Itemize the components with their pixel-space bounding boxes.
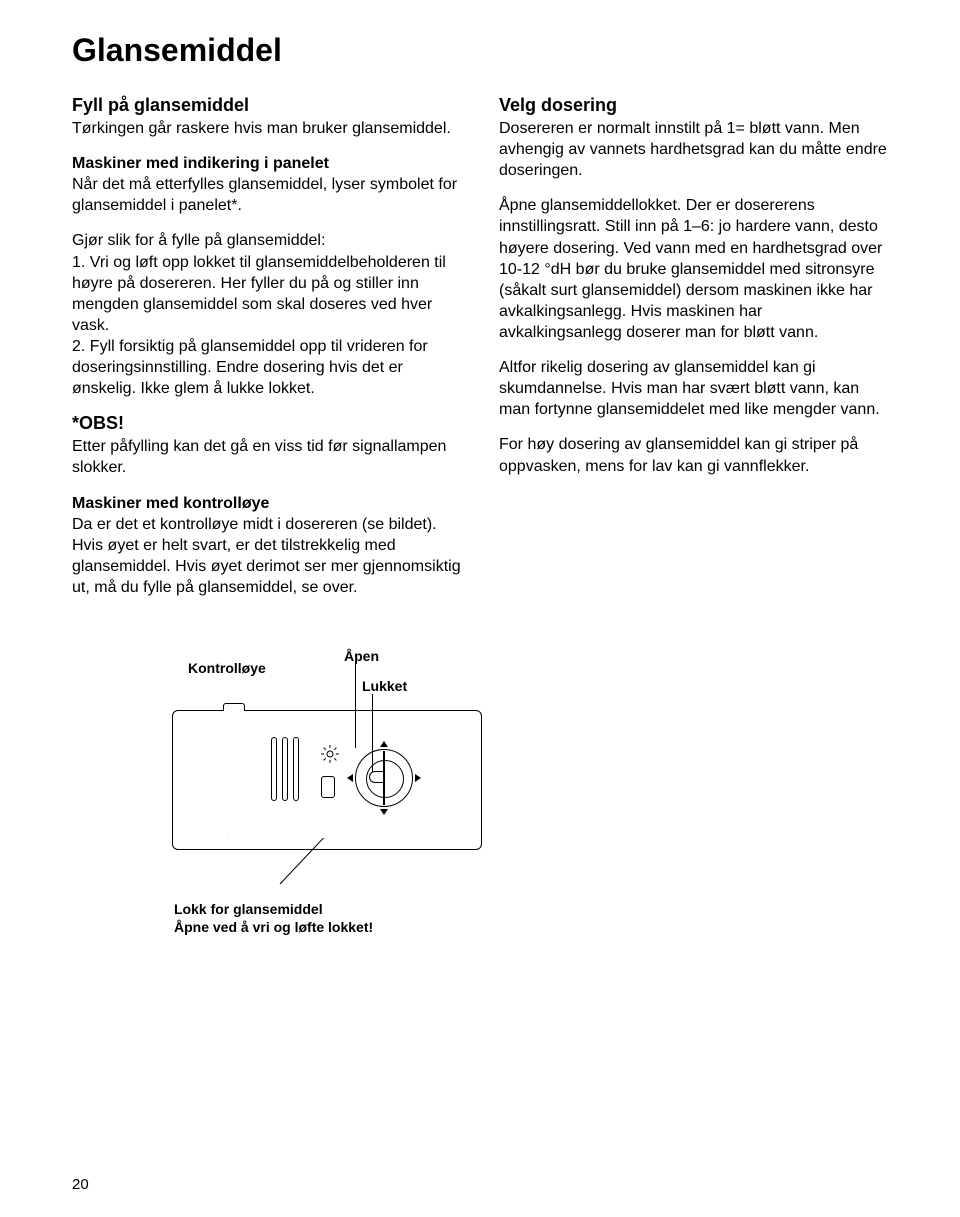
label-lukket: Lukket: [362, 678, 407, 694]
para: Da er det et kontrolløye midt i doserere…: [72, 516, 461, 596]
label-kontroll: Kontrolløye: [188, 660, 266, 676]
slot: [271, 737, 277, 801]
para: Når det må etterfylles glansemiddel, lys…: [72, 176, 457, 214]
arrow-icon: [415, 774, 421, 782]
para: Åpne glansemiddellokket. Der er doserere…: [499, 195, 888, 343]
indicator-eye: [321, 745, 339, 798]
top-tab: [223, 703, 245, 711]
obs-heading: *OBS!: [72, 413, 461, 434]
eye-window: [321, 776, 335, 798]
caption-line1: Lokk for glansemiddel: [174, 900, 888, 918]
heading-velg: Velg dosering: [499, 95, 888, 116]
lead-lines: [172, 838, 482, 898]
left-column: Fyll på glansemiddel Tørkingen går raske…: [72, 95, 461, 612]
heading-fyll: Fyll på glansemiddel: [72, 95, 461, 116]
para: Gjør slik for å fylle på glansemiddel:: [72, 230, 461, 251]
dial-handle: [369, 771, 383, 783]
heading-kontroll: Maskiner med kontrolløye: [72, 495, 269, 512]
arrow-icon: [347, 774, 353, 782]
heading-indikering: Maskiner med indikering i panelet: [72, 155, 329, 172]
slot: [282, 737, 288, 801]
page-title: Glansemiddel: [72, 32, 888, 69]
soap-slots: [271, 737, 299, 801]
caption-line2: Åpne ved å vri og løfte lokket!: [174, 918, 888, 936]
para: Tørkingen går raskere hvis man bruker gl…: [72, 118, 461, 139]
label-apen: Åpen: [344, 648, 379, 664]
para: For høy dosering av glansemiddel kan gi …: [499, 434, 888, 476]
dial-pointer: [383, 751, 385, 805]
slot: [293, 737, 299, 801]
sun-icon: [321, 745, 339, 763]
right-column: Velg dosering Dosereren er normalt innst…: [499, 95, 888, 612]
dispenser-body: [172, 710, 482, 850]
para: 2. Fyll forsiktig på glansemiddel opp ti…: [72, 336, 461, 399]
arrow-icon: [380, 741, 388, 747]
diagram: Kontrolløye Åpen Lukket: [172, 648, 888, 936]
para: Altfor rikelig dosering av glansemiddel …: [499, 357, 888, 420]
arrow-icon: [380, 809, 388, 815]
para: 1. Vri og løft opp lokket til glansemidd…: [72, 252, 461, 336]
page-number: 20: [72, 1176, 89, 1193]
para: Etter påfylling kan det gå en viss tid f…: [72, 436, 461, 478]
content-columns: Fyll på glansemiddel Tørkingen går raske…: [72, 95, 888, 612]
para: Dosereren er normalt innstilt på 1= bløt…: [499, 118, 888, 181]
